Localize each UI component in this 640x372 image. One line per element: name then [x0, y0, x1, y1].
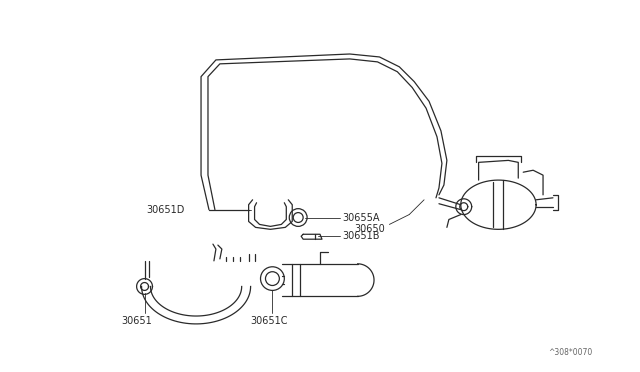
Text: 30651: 30651 — [122, 316, 152, 326]
Text: 30651C: 30651C — [251, 316, 288, 326]
Text: 30651B: 30651B — [343, 231, 380, 241]
Text: 30651D: 30651D — [147, 205, 185, 215]
Text: ^308*0070: ^308*0070 — [548, 349, 593, 357]
Text: 30655A: 30655A — [343, 212, 380, 222]
Text: 30650: 30650 — [355, 224, 385, 234]
